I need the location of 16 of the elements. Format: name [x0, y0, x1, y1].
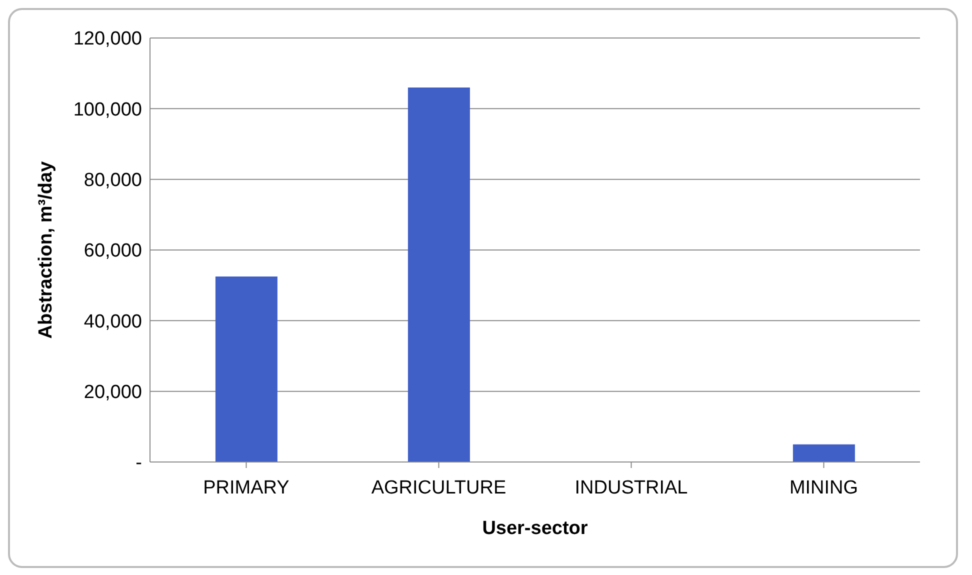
bar [215, 276, 278, 462]
x-tick-label: INDUSTRIAL [574, 477, 688, 498]
y-tick-label: 20,000 [84, 382, 142, 404]
y-tick-label: 100,000 [73, 99, 142, 120]
y-tick-label: 80,000 [84, 170, 142, 192]
y-tick-label: 40,000 [84, 311, 142, 332]
x-tick-label: AGRICULTURE [371, 477, 506, 498]
bar [408, 87, 470, 462]
x-tick-label: PRIMARY [203, 477, 290, 498]
y-tick-label: 60,000 [84, 240, 142, 262]
y-axis-title: Abstraction, m³/day [36, 160, 57, 339]
bar [792, 444, 855, 462]
x-tick-label: MINING [789, 477, 858, 498]
y-tick-label: - [136, 452, 142, 474]
y-tick-label: 120,000 [73, 28, 142, 50]
x-axis-title: User-sector [482, 518, 588, 539]
